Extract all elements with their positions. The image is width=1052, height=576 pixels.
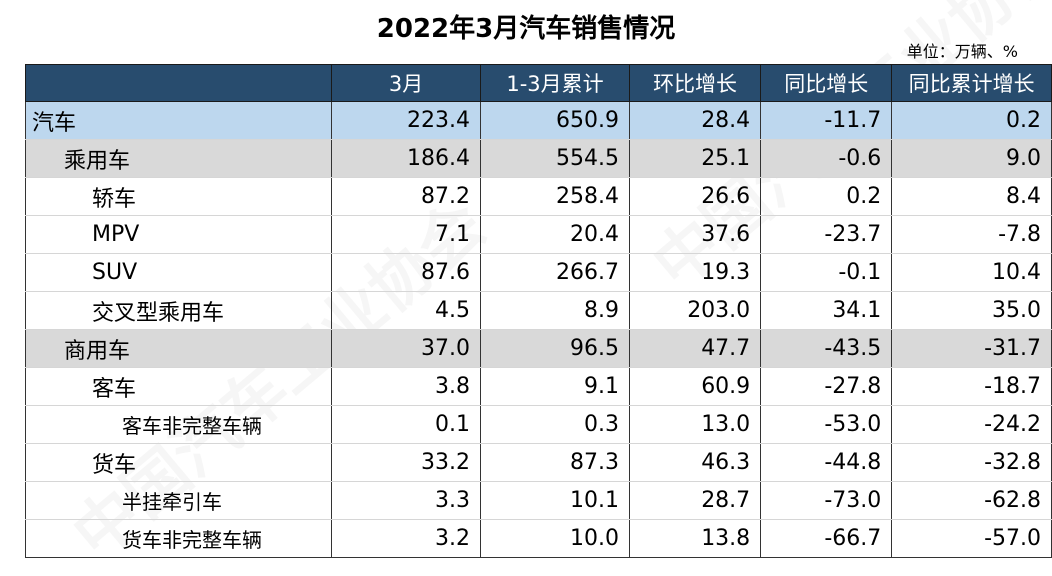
row-label: 乘用车 bbox=[24, 139, 333, 178]
row-label: 轿车 bbox=[24, 177, 333, 216]
cell-yoy: -27.8 bbox=[760, 367, 893, 406]
cell-ytd: 20.4 bbox=[480, 215, 630, 254]
row-label: 交叉型乘用车 bbox=[24, 291, 333, 330]
cell-ytd-yoy: -31.7 bbox=[891, 329, 1052, 368]
cell-ytd-yoy: 35.0 bbox=[891, 291, 1052, 330]
cell-mom: 19.3 bbox=[628, 253, 762, 292]
cell-march: 186.4 bbox=[331, 139, 482, 178]
cell-march: 37.0 bbox=[331, 329, 482, 368]
cell-mom: 203.0 bbox=[628, 291, 762, 330]
row-label: SUV bbox=[24, 253, 333, 292]
cell-march: 7.1 bbox=[331, 215, 482, 254]
table-row: 半挂牵引车 3.3 10.1 28.7 -73.0 -62.8 bbox=[24, 481, 1052, 520]
cell-mom: 26.6 bbox=[628, 177, 762, 216]
cell-yoy: -66.7 bbox=[760, 519, 893, 558]
table-row: 交叉型乘用车 4.5 8.9 203.0 34.1 35.0 bbox=[24, 291, 1052, 330]
row-label: 商用车 bbox=[24, 329, 333, 368]
cell-yoy: -0.6 bbox=[760, 139, 893, 178]
column-header-march: 3月 bbox=[331, 64, 482, 102]
cell-yoy: -53.0 bbox=[760, 405, 893, 444]
cell-yoy: -73.0 bbox=[760, 481, 893, 520]
cell-ytd-yoy: -18.7 bbox=[891, 367, 1052, 406]
cell-march: 33.2 bbox=[331, 443, 482, 482]
cell-ytd-yoy: -62.8 bbox=[891, 481, 1052, 520]
cell-ytd-yoy: -24.2 bbox=[891, 405, 1052, 444]
cell-ytd: 10.1 bbox=[480, 481, 630, 520]
cell-ytd: 650.9 bbox=[480, 101, 630, 140]
cell-ytd-yoy: 9.0 bbox=[891, 139, 1052, 178]
column-header-mom: 环比增长 bbox=[628, 64, 762, 102]
cell-ytd-yoy: -57.0 bbox=[891, 519, 1052, 558]
cell-ytd-yoy: 0.2 bbox=[891, 101, 1052, 140]
cell-yoy: -11.7 bbox=[760, 101, 893, 140]
table-header-row: 3月 1-3月累计 环比增长 同比增长 同比累计增长 bbox=[24, 64, 1052, 102]
row-label: 货车非完整车辆 bbox=[24, 519, 333, 558]
cell-yoy: 34.1 bbox=[760, 291, 893, 330]
row-label: 客车非完整车辆 bbox=[24, 405, 333, 444]
cell-march: 0.1 bbox=[331, 405, 482, 444]
cell-ytd: 554.5 bbox=[480, 139, 630, 178]
table-row: 汽车 223.4 650.9 28.4 -11.7 0.2 bbox=[24, 101, 1052, 140]
column-header-category bbox=[24, 64, 333, 102]
cell-mom: 60.9 bbox=[628, 367, 762, 406]
table-row: MPV 7.1 20.4 37.6 -23.7 -7.8 bbox=[24, 215, 1052, 254]
cell-march: 87.2 bbox=[331, 177, 482, 216]
table-row: 商用车 37.0 96.5 47.7 -43.5 -31.7 bbox=[24, 329, 1052, 368]
cell-mom: 13.0 bbox=[628, 405, 762, 444]
table-row: 货车非完整车辆 3.2 10.0 13.8 -66.7 -57.0 bbox=[24, 519, 1052, 558]
row-label: MPV bbox=[24, 215, 333, 254]
table-row: 客车 3.8 9.1 60.9 -27.8 -18.7 bbox=[24, 367, 1052, 406]
cell-mom: 28.4 bbox=[628, 101, 762, 140]
cell-ytd-yoy: -32.8 bbox=[891, 443, 1052, 482]
table-row: SUV 87.6 266.7 19.3 -0.1 10.4 bbox=[24, 253, 1052, 292]
cell-ytd-yoy: 8.4 bbox=[891, 177, 1052, 216]
cell-march: 3.2 bbox=[331, 519, 482, 558]
cell-mom: 25.1 bbox=[628, 139, 762, 178]
cell-yoy: 0.2 bbox=[760, 177, 893, 216]
cell-ytd: 266.7 bbox=[480, 253, 630, 292]
cell-march: 4.5 bbox=[331, 291, 482, 330]
column-header-yoy: 同比增长 bbox=[760, 64, 893, 102]
table-row: 货车 33.2 87.3 46.3 -44.8 -32.8 bbox=[24, 443, 1052, 482]
cell-mom: 47.7 bbox=[628, 329, 762, 368]
cell-ytd: 258.4 bbox=[480, 177, 630, 216]
cell-yoy: -44.8 bbox=[760, 443, 893, 482]
row-label: 半挂牵引车 bbox=[24, 481, 333, 520]
row-label: 汽车 bbox=[24, 101, 333, 140]
cell-ytd: 8.9 bbox=[480, 291, 630, 330]
unit-label: 单位：万辆、% bbox=[906, 42, 1018, 61]
page-title: 2022年3月汽车销售情况 bbox=[376, 14, 676, 44]
table-row: 乘用车 186.4 554.5 25.1 -0.6 9.0 bbox=[24, 139, 1052, 178]
cell-ytd: 10.0 bbox=[480, 519, 630, 558]
cell-march: 3.3 bbox=[331, 481, 482, 520]
row-label: 货车 bbox=[24, 443, 333, 482]
cell-ytd: 87.3 bbox=[480, 443, 630, 482]
cell-mom: 37.6 bbox=[628, 215, 762, 254]
table-row: 轿车 87.2 258.4 26.6 0.2 8.4 bbox=[24, 177, 1052, 216]
table-row: 客车非完整车辆 0.1 0.3 13.0 -53.0 -24.2 bbox=[24, 405, 1052, 444]
column-header-ytd-yoy: 同比累计增长 bbox=[891, 64, 1052, 102]
cell-mom: 28.7 bbox=[628, 481, 762, 520]
cell-ytd-yoy: -7.8 bbox=[891, 215, 1052, 254]
cell-ytd: 96.5 bbox=[480, 329, 630, 368]
cell-yoy: -0.1 bbox=[760, 253, 893, 292]
sales-table: 3月 1-3月累计 环比增长 同比增长 同比累计增长 汽车 223.4 650.9 2… bbox=[24, 64, 1052, 558]
cell-yoy: -43.5 bbox=[760, 329, 893, 368]
cell-march: 3.8 bbox=[331, 367, 482, 406]
table-body: 汽车 223.4 650.9 28.4 -11.7 0.2 乘用车 186.4 554.5 25.… bbox=[24, 101, 1052, 558]
row-label: 客车 bbox=[24, 367, 333, 406]
cell-march: 223.4 bbox=[331, 101, 482, 140]
cell-mom: 46.3 bbox=[628, 443, 762, 482]
column-header-ytd: 1-3月累计 bbox=[480, 64, 630, 102]
cell-yoy: -23.7 bbox=[760, 215, 893, 254]
cell-ytd: 0.3 bbox=[480, 405, 630, 444]
cell-mom: 13.8 bbox=[628, 519, 762, 558]
cell-ytd: 9.1 bbox=[480, 367, 630, 406]
cell-ytd-yoy: 10.4 bbox=[891, 253, 1052, 292]
cell-march: 87.6 bbox=[331, 253, 482, 292]
